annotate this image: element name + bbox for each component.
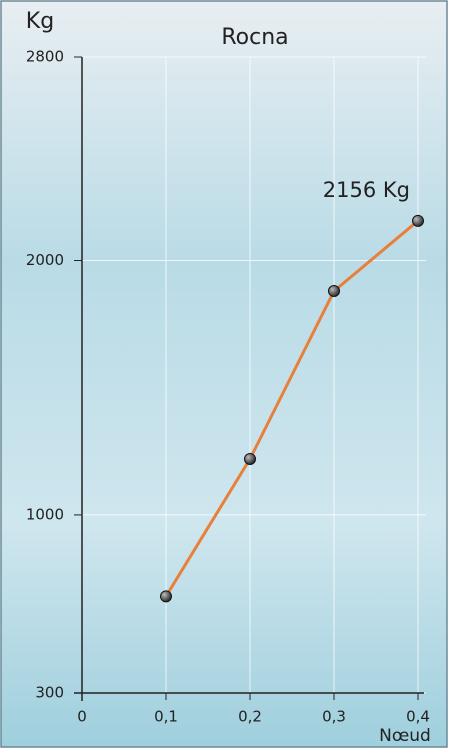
chart-title: Rocna — [221, 25, 288, 50]
background — [1, 1, 447, 747]
data-label: 2156 Kg — [323, 178, 410, 202]
x-tick-label: 0,3 — [322, 708, 346, 726]
x-tick-label: 0,1 — [154, 708, 178, 726]
x-tick-label: 0 — [77, 708, 87, 726]
x-axis-label: Nœud — [379, 726, 431, 746]
data-point — [413, 215, 424, 226]
y-axis-label: Kg — [26, 9, 54, 34]
data-point — [329, 286, 340, 297]
data-point — [245, 453, 256, 464]
y-tick-label: 1000 — [26, 505, 64, 523]
y-tick-label: 2800 — [26, 48, 64, 66]
x-tick-label: 0,4 — [406, 708, 430, 726]
y-tick-label: 2000 — [26, 251, 64, 269]
chart: Kg Rocna Nœud 300 1000 2000 2800 0 0,1 0,2 0,3 0… — [0, 0, 449, 749]
y-tick-label: 300 — [35, 684, 64, 702]
x-tick-label: 0,2 — [238, 708, 262, 726]
data-point — [161, 591, 172, 602]
